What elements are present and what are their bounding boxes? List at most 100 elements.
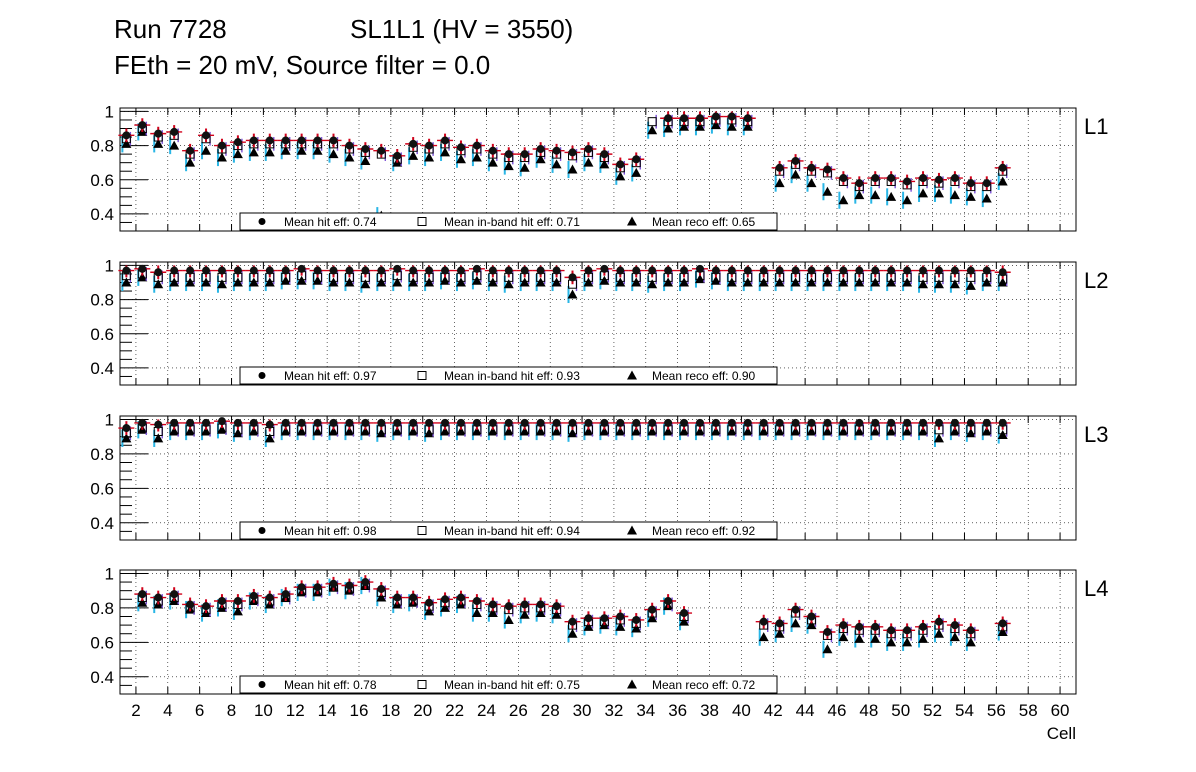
x-tick-label: 24 — [477, 701, 496, 720]
hit-eff-point — [807, 612, 816, 621]
hit-eff-point — [568, 617, 577, 626]
reco-eff-point — [599, 275, 610, 285]
hit-eff-point — [552, 146, 561, 155]
hit-eff-point — [393, 593, 402, 602]
hit-eff-point — [568, 273, 577, 282]
hit-eff-point — [695, 264, 704, 273]
hit-eff-point — [233, 597, 242, 605]
reco-eff-point — [663, 123, 674, 133]
reco-eff-point — [902, 426, 913, 436]
legend-inband-marker — [417, 680, 427, 689]
reco-eff-point — [710, 426, 721, 436]
hit-eff-point — [616, 266, 625, 275]
hit-eff-point — [345, 581, 354, 590]
hit-eff-point — [982, 179, 991, 188]
legend-box — [239, 366, 778, 385]
hit-eff-point — [839, 621, 848, 630]
hit-eff-point — [297, 136, 306, 145]
reco-eff-point — [679, 277, 690, 287]
x-tick-label: 30 — [573, 701, 592, 720]
hit-eff-point — [791, 156, 800, 165]
hit-eff-point — [536, 418, 545, 427]
hit-eff-point — [632, 266, 641, 275]
hit-eff-point — [950, 266, 959, 275]
hit-eff-point — [281, 136, 290, 145]
reco-eff-point — [742, 121, 753, 131]
hit-eff-point — [934, 175, 943, 184]
hit-eff-point — [202, 418, 211, 427]
reco-eff-point — [153, 433, 164, 443]
hit-eff-point — [664, 418, 673, 427]
reco-eff-point — [981, 426, 992, 436]
reco-eff-point — [949, 426, 960, 436]
reco-eff-point — [551, 277, 562, 287]
reco-eff-point — [232, 428, 243, 438]
x-tick-label: 14 — [318, 701, 337, 720]
reco-eff-point — [694, 121, 705, 131]
hit-eff-point — [807, 163, 816, 172]
hit-eff-point — [504, 602, 513, 611]
reco-eff-point — [997, 176, 1008, 186]
hit-eff-point — [425, 598, 434, 607]
reco-eff-point — [758, 632, 769, 642]
reco-eff-point — [408, 150, 419, 160]
hit-eff-point — [138, 264, 147, 273]
reco-eff-point — [949, 190, 960, 200]
x-tick-label: 36 — [668, 701, 687, 720]
reco-eff-point — [376, 592, 387, 602]
hit-eff-point — [249, 136, 258, 145]
reco-eff-point — [424, 277, 435, 287]
hit-eff-point — [456, 143, 465, 152]
reco-eff-point — [726, 277, 737, 287]
hit-eff-point — [170, 127, 179, 136]
hit-eff-point — [249, 266, 258, 275]
reco-eff-point — [440, 602, 451, 612]
reco-eff-point — [535, 426, 546, 436]
hit-eff-point — [680, 418, 689, 427]
hit-eff-point — [138, 590, 147, 599]
reco-eff-point — [296, 145, 307, 155]
hit-eff-point — [695, 114, 704, 123]
legend-reco-label: Mean reco eff: 0.92 — [652, 524, 756, 538]
reco-eff-point — [758, 426, 769, 436]
hit-eff-point — [154, 593, 163, 602]
reco-eff-point — [376, 428, 387, 438]
reco-eff-point — [790, 426, 801, 436]
reco-eff-point — [344, 152, 355, 162]
hit-eff-point — [807, 418, 816, 427]
x-tick-label: 44 — [796, 701, 815, 720]
reco-eff-point — [551, 426, 562, 436]
reco-eff-point — [519, 162, 530, 172]
hit-eff-point — [759, 418, 768, 427]
hit-eff-point — [680, 114, 689, 123]
hit-eff-point — [377, 146, 386, 155]
hit-eff-point — [903, 177, 912, 186]
legend-reco-marker — [627, 216, 637, 226]
reco-eff-point — [790, 169, 801, 179]
hit-eff-point — [552, 266, 561, 275]
hit-eff-point — [138, 121, 147, 130]
hit-eff-point — [265, 136, 274, 145]
hit-eff-point — [584, 418, 593, 427]
y-tick-label: 0.8 — [90, 137, 114, 156]
hit-eff-point — [680, 266, 689, 275]
hit-eff-point — [393, 264, 402, 273]
hit-eff-point — [982, 266, 991, 275]
reco-eff-point — [312, 145, 323, 155]
reco-eff-point — [918, 279, 929, 289]
hit-eff-point — [998, 268, 1007, 277]
hit-eff-point — [950, 621, 959, 630]
x-tick-label: 56 — [987, 701, 1006, 720]
y-tick-label: 0.6 — [90, 171, 114, 190]
reco-eff-point — [965, 637, 976, 647]
hit-eff-point — [680, 609, 689, 618]
reco-eff-point — [280, 145, 291, 155]
legend-hit-marker — [258, 681, 266, 688]
x-tick-label: 16 — [350, 701, 369, 720]
y-tick-label: 1 — [105, 102, 114, 121]
hit-eff-point — [361, 578, 370, 587]
reco-eff-point — [328, 426, 339, 436]
reco-eff-point — [535, 277, 546, 287]
hit-eff-point — [393, 151, 402, 160]
hit-eff-point — [839, 418, 848, 427]
